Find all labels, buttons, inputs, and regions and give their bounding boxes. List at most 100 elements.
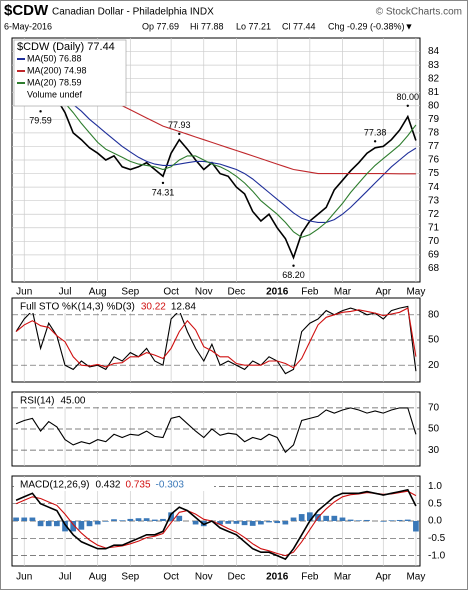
histogram-bar [37, 521, 44, 527]
histogram-bar [388, 520, 395, 521]
histogram-bar [62, 521, 68, 532]
legend-box [14, 394, 214, 407]
x-tick-label: Aug [89, 572, 107, 583]
y-tick-label: 78 [428, 128, 440, 139]
y-tick-label: 72 [428, 209, 440, 220]
histogram-bar [192, 521, 199, 525]
histogram-bar [29, 517, 36, 521]
symbol: $CDW [4, 2, 49, 19]
panel-last-value: 45.00 [60, 396, 85, 407]
histogram-bar [78, 521, 85, 530]
x-tick-label: May [406, 287, 425, 298]
y-tick-label: 81 [428, 87, 440, 98]
panel-last-value: 0.735 [126, 480, 151, 491]
x-tick-label: Feb [301, 287, 319, 298]
histogram-bar [45, 521, 52, 527]
y-tick-label: 76 [428, 155, 440, 166]
histogram-bar [233, 521, 240, 524]
quote-high: Hi 77.88 [190, 21, 224, 31]
y-tick-label: 74 [428, 182, 440, 193]
x-tick-label: 2016 [266, 287, 289, 298]
subtitle: Canadian Dollar - Philadelphia INDX [52, 7, 214, 18]
y-tick-label: 50 [428, 335, 440, 346]
histogram-bar [298, 514, 305, 521]
x-tick-label: Mar [334, 287, 352, 298]
legend-label: MA(20) 78.59 [27, 77, 82, 87]
histogram-bar [306, 512, 313, 521]
y-tick-label: -0.5 [428, 533, 446, 544]
histogram-bar [258, 521, 264, 525]
legend-box [13, 39, 127, 107]
panel-last-value: 30.22 [141, 302, 166, 313]
histogram-bar [54, 521, 60, 527]
histogram-bar [102, 521, 109, 522]
histogram-bar [404, 519, 411, 521]
panel-title: MACD(12,26,9) [20, 480, 89, 491]
histogram-bar [266, 521, 272, 523]
series-line [15, 307, 417, 369]
series-line [16, 94, 417, 238]
panel-last-value: 0.432 [95, 480, 120, 491]
y-tick-label: 79 [428, 114, 440, 125]
histogram-bar [94, 521, 101, 525]
histogram-bar [160, 518, 166, 521]
y-tick-label: 75 [428, 168, 440, 179]
y-tick-label: 80 [428, 309, 440, 320]
x-tick-label: Jun [16, 287, 32, 298]
legend-label: MA(50) 76.88 [27, 53, 82, 63]
series-line [15, 91, 417, 260]
histogram-bar [290, 517, 297, 521]
histogram-bar [323, 515, 330, 521]
quote-open: Op 77.69 [142, 21, 179, 31]
histogram-bar [282, 521, 289, 525]
histogram-bar [339, 517, 346, 521]
y-tick-label: 80 [428, 100, 440, 111]
x-tick-label: Feb [301, 572, 319, 583]
x-tick-label: Apr [375, 287, 391, 298]
x-tick-label: Nov [195, 572, 213, 583]
panel-title: Full STO %K(14,3) %D(3) [20, 302, 135, 313]
y-tick-label: 83 [428, 60, 440, 71]
annotation-label: 77.38 [364, 128, 387, 138]
y-tick-label: 30 [428, 445, 440, 456]
x-tick-label: May [406, 572, 425, 583]
histogram-bar [331, 515, 338, 521]
histogram-bar [143, 518, 150, 521]
legend-label: $CDW (Daily) 77.44 [17, 41, 115, 53]
series-line [15, 490, 417, 557]
y-tick-label: 71 [428, 222, 440, 233]
x-tick-label: Jul [59, 572, 72, 583]
legend-label: Volume undef [27, 89, 83, 99]
annotation-point [161, 181, 165, 185]
annotation-label: 74.31 [152, 187, 175, 197]
y-tick-label: 1.0 [428, 481, 442, 492]
histogram-bar [396, 519, 403, 521]
x-tick-label: Sep [121, 287, 139, 298]
series-line [15, 488, 417, 561]
y-tick-label: 73 [428, 195, 440, 206]
histogram-bar [380, 521, 387, 522]
histogram-bar [413, 521, 419, 532]
y-tick-label: 0.0 [428, 516, 442, 527]
y-tick-label: 69 [428, 250, 440, 261]
x-tick-label: Jun [16, 572, 32, 583]
x-tick-label: Oct [163, 287, 179, 298]
series-line [15, 407, 417, 454]
quote-change: Chg -0.29 (-0.38%)▼ [328, 21, 413, 31]
histogram-bar [168, 512, 174, 521]
x-tick-label: 2016 [266, 572, 289, 583]
y-tick-label: 84 [428, 46, 440, 57]
histogram-bar [347, 519, 354, 521]
histogram-bar [274, 521, 281, 524]
x-tick-label: Dec [228, 287, 246, 298]
annotation-point [39, 110, 42, 113]
histogram-bar [364, 519, 370, 521]
histogram-bar [127, 518, 134, 521]
histogram-bar [151, 519, 158, 521]
x-tick-label: Mar [334, 572, 352, 583]
series-line [15, 305, 417, 375]
annotation-point [373, 140, 377, 143]
y-tick-label: 82 [428, 73, 440, 84]
annotation-label: 77.93 [168, 120, 191, 130]
